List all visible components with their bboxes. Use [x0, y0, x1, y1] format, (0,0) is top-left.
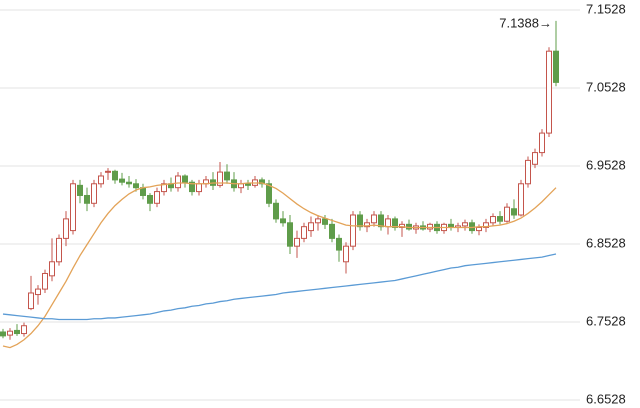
candle-body — [161, 183, 167, 193]
candle-body — [315, 218, 321, 224]
candle-body — [399, 223, 405, 228]
candle-body — [350, 214, 356, 247]
candle-body — [245, 183, 251, 186]
candle-body — [462, 222, 468, 227]
candle-body — [483, 222, 489, 228]
candle-body — [182, 175, 188, 183]
candle-body — [84, 194, 90, 204]
candle-body — [14, 329, 20, 335]
moving-average-line — [2, 182, 557, 349]
candle-body — [35, 288, 41, 296]
candle-body — [42, 272, 48, 290]
candle-body — [497, 216, 503, 222]
candle-body — [56, 237, 62, 263]
candle-body — [7, 330, 13, 336]
candle-body — [385, 218, 391, 228]
candle-body — [364, 222, 370, 228]
candle-body — [217, 171, 223, 186]
candle-body — [63, 218, 69, 239]
candle-body — [392, 218, 398, 228]
y-tick-label: 6.9528 — [586, 157, 626, 172]
candle-body — [525, 159, 531, 185]
candle-body — [490, 216, 496, 224]
candle-body — [518, 183, 524, 216]
candle-body — [336, 237, 342, 251]
candle-body — [98, 175, 104, 185]
candle-body — [112, 170, 118, 181]
candle-body — [546, 50, 552, 134]
candle-body — [532, 152, 538, 165]
y-tick-label: 6.8528 — [586, 235, 626, 250]
candle-body — [70, 183, 76, 232]
candle-body — [49, 261, 55, 277]
candle-body — [77, 184, 83, 196]
candle-body — [329, 223, 335, 239]
y-tick-label: 7.1528 — [586, 1, 626, 16]
candle-body — [287, 222, 293, 247]
annotation: 7.1388→ — [499, 15, 552, 30]
candle-body — [175, 175, 181, 189]
candle-body — [0, 331, 6, 337]
candle-body — [196, 183, 202, 193]
candle-body — [21, 325, 27, 335]
candle-body — [343, 245, 349, 263]
candle-body — [224, 171, 230, 181]
candle-body — [105, 170, 111, 173]
candle-body — [301, 226, 307, 239]
candle-body — [259, 179, 265, 185]
candle-body — [539, 132, 545, 154]
candle-body — [126, 181, 132, 185]
candles — [0, 20, 559, 340]
candle-body — [154, 191, 160, 204]
candle-body — [308, 222, 314, 232]
candle-body — [322, 218, 328, 225]
candle-body — [133, 183, 139, 189]
candle-body — [91, 183, 97, 204]
candle-body — [189, 181, 195, 193]
candle-body — [357, 214, 363, 228]
candle-body — [511, 208, 517, 216]
y-tick-label: 7.0528 — [586, 79, 626, 94]
candle-body — [147, 194, 153, 204]
moving-average-line — [2, 253, 557, 321]
y-tick-label: 6.6528 — [586, 391, 626, 406]
candle-body — [266, 183, 272, 204]
candle-body — [378, 214, 384, 228]
candle-body — [294, 237, 300, 247]
candle-body — [476, 226, 482, 232]
candle-body — [273, 202, 279, 220]
candle-body — [504, 206, 510, 222]
candle-body — [371, 214, 377, 224]
candle-body — [28, 292, 34, 310]
candle-body — [553, 50, 559, 83]
candle-body — [427, 223, 433, 230]
candle-body — [119, 178, 125, 183]
y-tick-label: 6.7528 — [586, 313, 626, 328]
candle-body — [280, 218, 286, 224]
